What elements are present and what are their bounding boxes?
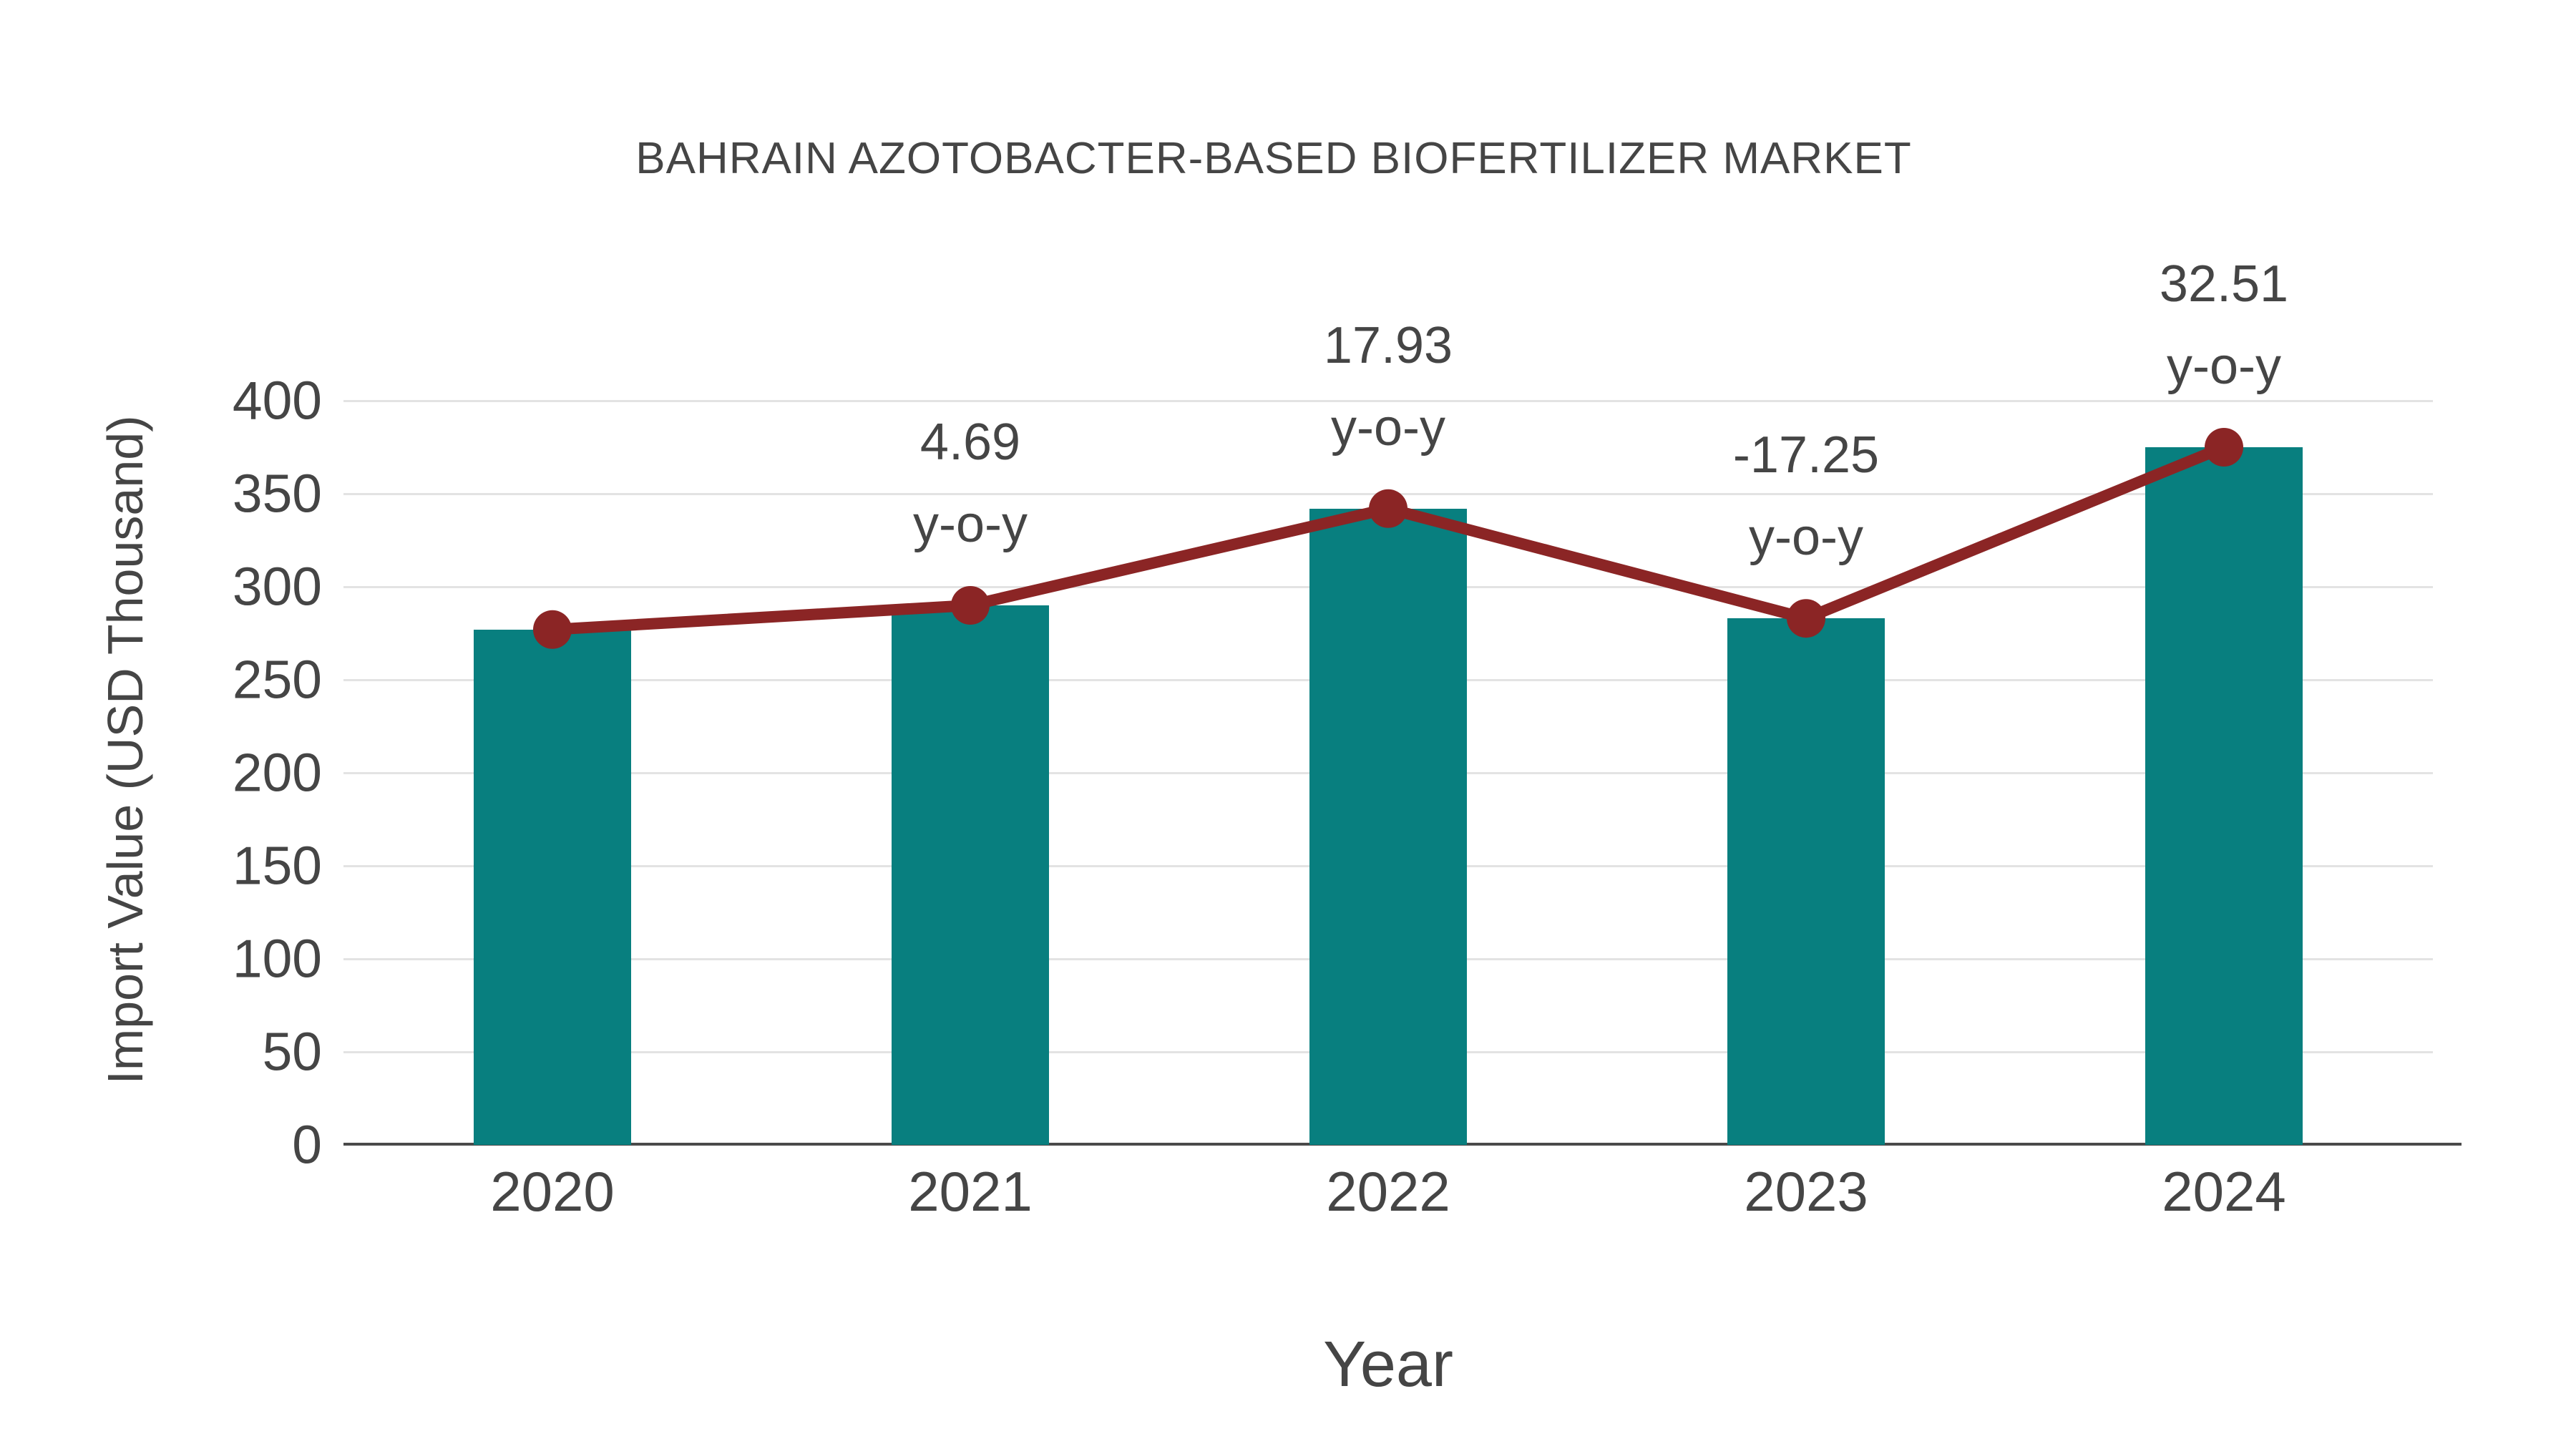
x-axis-title: Year: [1323, 1329, 1453, 1400]
yoy-marker-2020: [533, 610, 572, 649]
yoy-suffix-label-2024: y-o-y: [2167, 338, 2281, 395]
x-tick-label-2020: 2020: [490, 1160, 615, 1223]
bar-2023: [1727, 618, 1885, 1145]
yoy-marker-2022: [1369, 489, 1407, 528]
yoy-value-label-2022: 17.93: [1323, 316, 1453, 374]
yoy-marker-2024: [2205, 428, 2243, 467]
yoy-suffix-label-2023: y-o-y: [1749, 509, 1863, 567]
y-tick-label-0: 0: [292, 1114, 322, 1175]
yoy-value-label-2021: 4.69: [919, 414, 1021, 471]
bar-2022: [1309, 508, 1467, 1145]
y-tick-label-150: 150: [232, 835, 322, 896]
yoy-marker-2023: [1787, 599, 1825, 638]
y-tick-label-300: 300: [232, 556, 322, 617]
yoy-value-label-2023: -17.25: [1732, 426, 1880, 484]
yoy-marker-2021: [951, 586, 990, 625]
y-tick-label-100: 100: [232, 928, 322, 989]
yoy-suffix-label-2022: y-o-y: [1331, 399, 1445, 457]
yoy-suffix-label-2021: y-o-y: [913, 496, 1028, 553]
y-tick-label-400: 400: [232, 370, 322, 431]
gridline-400: [343, 399, 2433, 402]
yoy-line-layer: [533, 428, 2243, 649]
yoy-value-label-2024: 32.51: [2159, 255, 2289, 313]
y-tick-label-350: 350: [232, 463, 322, 524]
y-tick-label-200: 200: [232, 742, 322, 803]
x-tick-label-2024: 2024: [2162, 1160, 2286, 1223]
bar-2021: [892, 605, 1049, 1145]
x-tick-label-2023: 2023: [1744, 1160, 1868, 1223]
bar-2020: [474, 629, 631, 1145]
bar-2024: [2145, 447, 2303, 1145]
x-tick-label-2021: 2021: [908, 1160, 1033, 1223]
x-tick-label-2022: 2022: [1326, 1160, 1450, 1223]
plot-area: 0 50 100 150 200 250 300 350 400 2020 2021 2022 2023…: [233, 258, 2462, 1219]
y-tick-label-50: 50: [262, 1021, 322, 1082]
y-tick-label-250: 250: [232, 649, 322, 710]
chart-title: BAHRAIN AZOTOBACTER-BASED BIOFERTILIZER …: [635, 134, 1912, 183]
